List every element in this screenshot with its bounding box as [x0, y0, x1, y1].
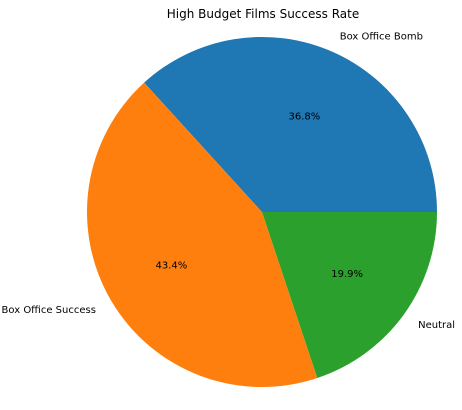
- pie-slice-box-office-success: [86, 82, 318, 387]
- pie-slice-neutral: [262, 212, 437, 379]
- slice-label-box-office-bomb: Box Office Bomb: [340, 31, 423, 42]
- slice-percent-box-office-bomb: 36.8%: [289, 111, 321, 122]
- pie-slices: [86, 37, 437, 387]
- slice-label-box-office-success: Box Office Success: [2, 305, 96, 316]
- slice-label-neutral: Neutral: [418, 320, 455, 331]
- pie-slice-box-office-bomb: [144, 37, 437, 213]
- chart-title: High Budget Films Success Rate: [167, 7, 359, 21]
- slice-percent-neutral: 19.9%: [331, 269, 363, 280]
- pie-labels: Box Office Bomb 36.8% Box Office Success 43…: [2, 31, 456, 331]
- slice-percent-box-office-success: 43.4%: [156, 261, 188, 272]
